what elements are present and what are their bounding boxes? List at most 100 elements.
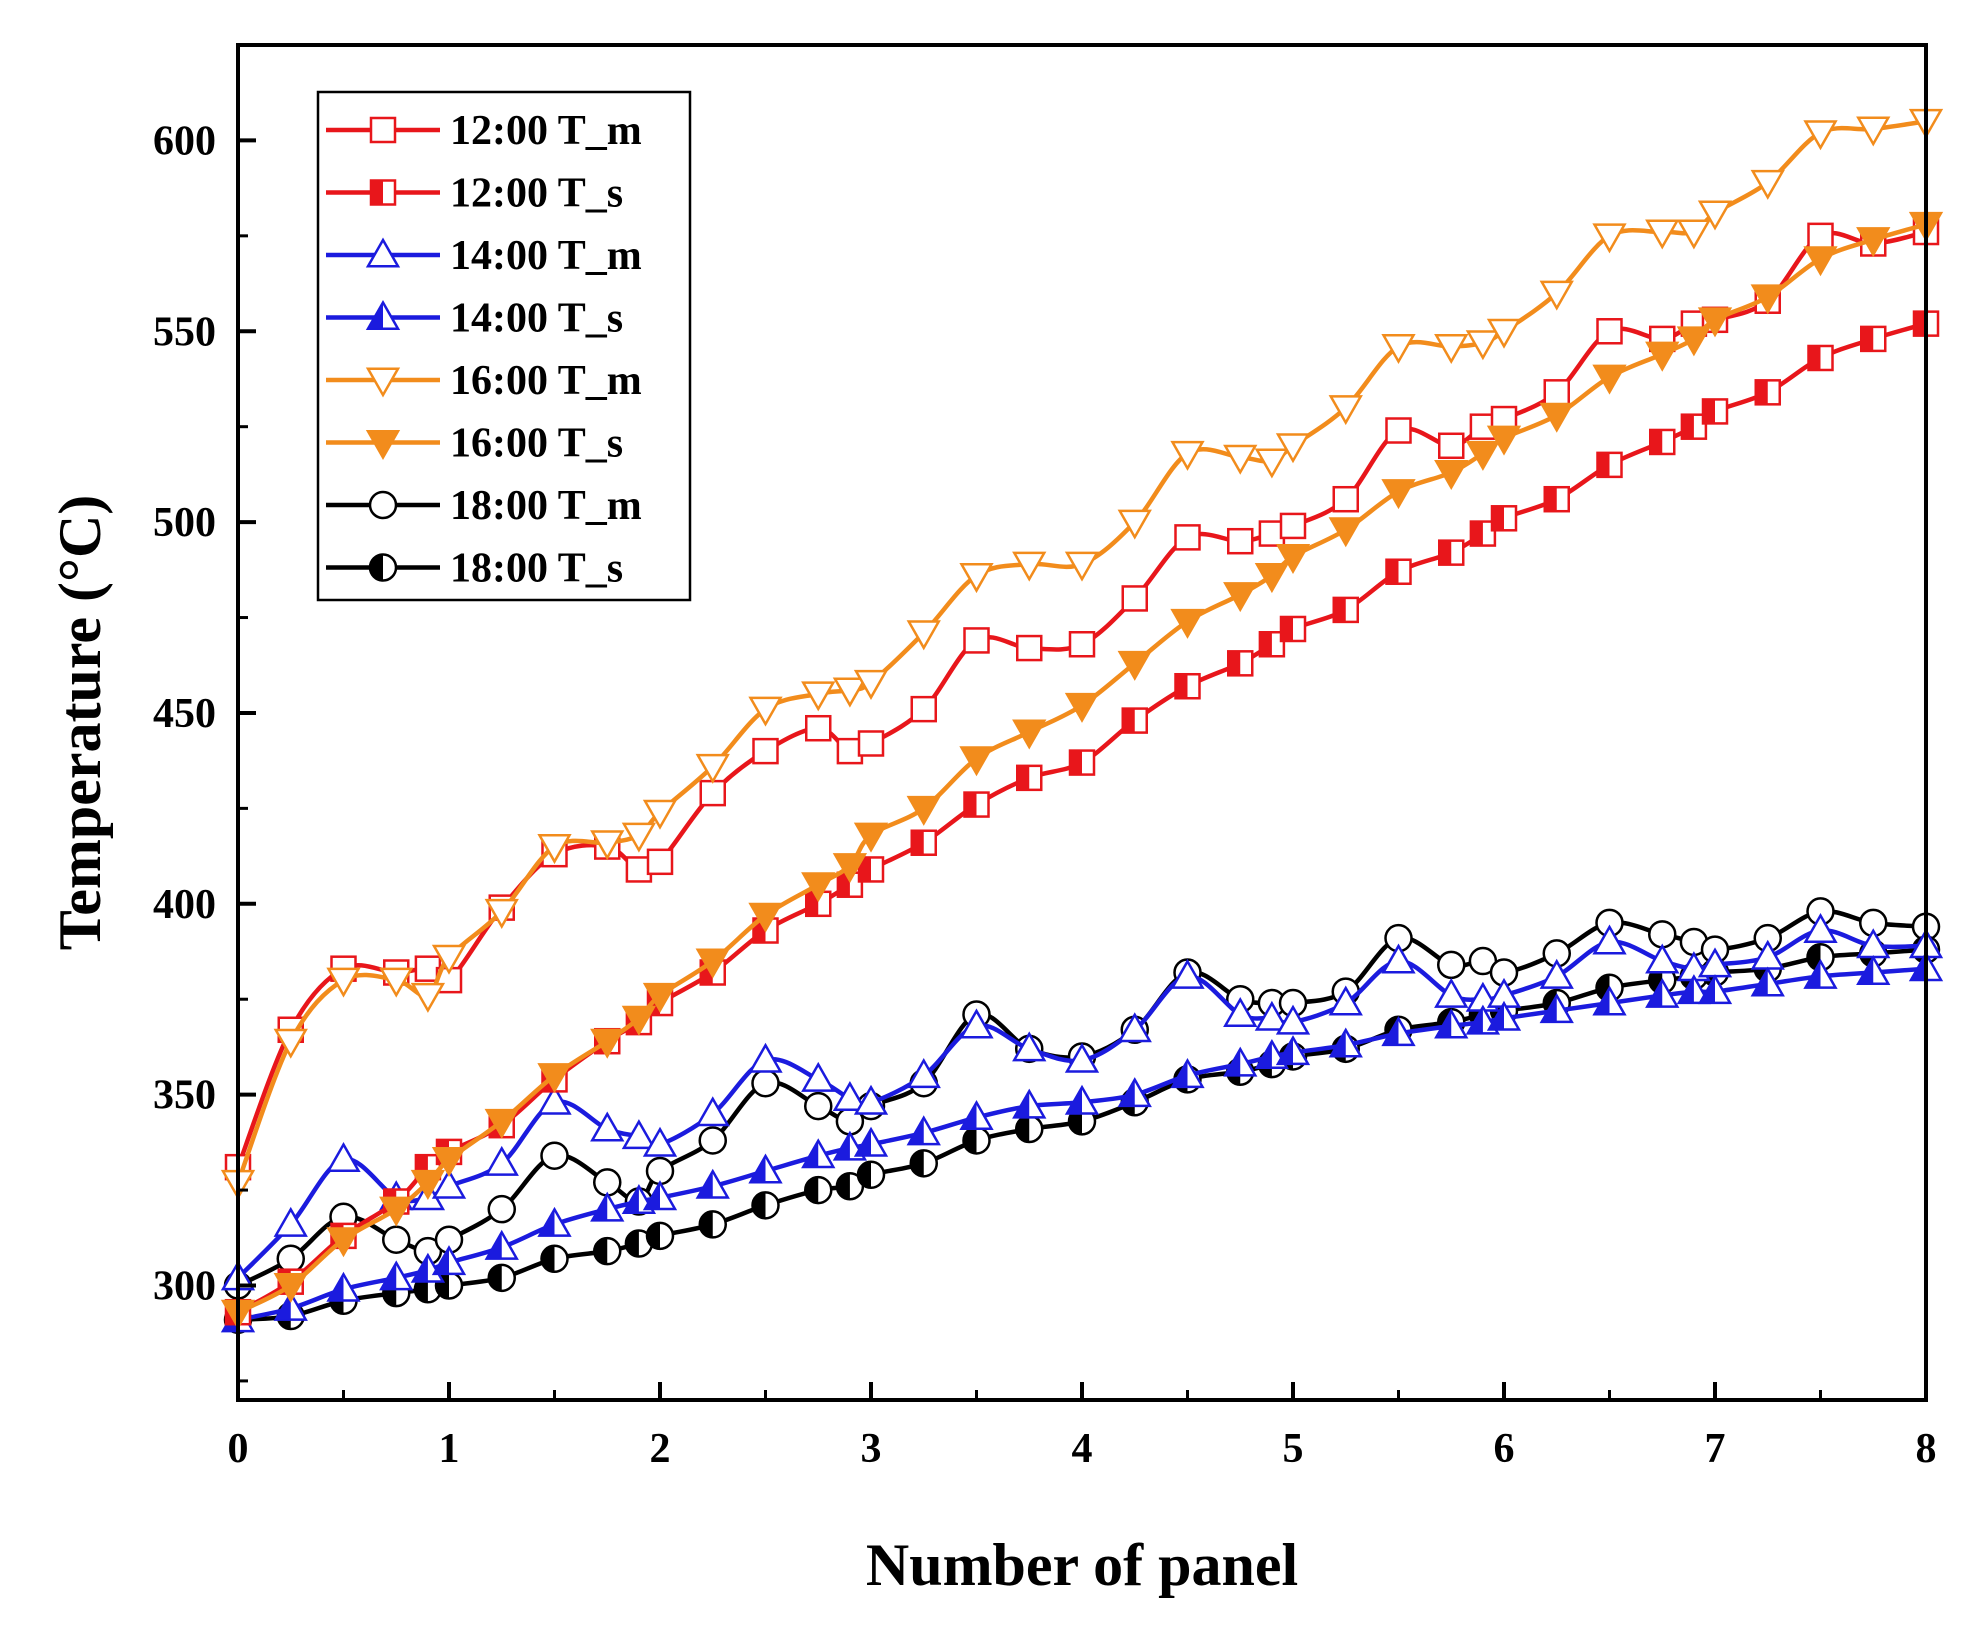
data-point	[1434, 334, 1469, 365]
data-point	[699, 779, 726, 807]
data-point	[1381, 334, 1416, 365]
data-point	[487, 1263, 516, 1293]
legend: 12:00 T_m 12:00 T_s 14:00 T_m 14:00 T_s 16:0…	[316, 90, 692, 602]
data-point	[906, 1058, 941, 1089]
data-point	[1117, 1077, 1152, 1108]
data-point	[856, 1160, 886, 1190]
data-point	[1258, 631, 1286, 658]
x-tick-label: 6	[1494, 1426, 1515, 1472]
series-16-00-t-s	[220, 211, 1944, 1330]
y-tick-label: 450	[153, 691, 216, 737]
data-point	[963, 791, 990, 818]
data-point	[1539, 993, 1574, 1024]
data-point	[540, 1244, 569, 1274]
legend-item: 18:00 T_m	[326, 483, 642, 529]
data-point	[1016, 764, 1043, 792]
data-point	[1275, 543, 1311, 574]
data-point	[1750, 284, 1785, 315]
data-point	[1856, 116, 1891, 147]
data-point	[1596, 318, 1623, 345]
data-point	[537, 1084, 572, 1115]
data-point	[748, 1153, 783, 1184]
data-point	[832, 677, 868, 708]
data-point	[959, 1008, 994, 1039]
data-point	[832, 1080, 868, 1111]
data-point	[1434, 1008, 1469, 1039]
data-point	[1279, 512, 1307, 540]
data-point	[484, 1108, 519, 1139]
data-point	[273, 1290, 308, 1321]
legend-item: 14:00 T_m	[326, 233, 642, 279]
data-point	[963, 627, 990, 654]
data-point	[1490, 505, 1518, 532]
data-point	[1465, 440, 1501, 471]
data-point	[1064, 551, 1100, 582]
data-point	[1117, 1012, 1152, 1043]
data-point	[431, 1245, 467, 1276]
data-point	[1381, 943, 1416, 974]
data-point	[857, 730, 885, 757]
data-point	[1676, 326, 1712, 357]
data-point	[379, 1260, 414, 1291]
data-point	[698, 1126, 727, 1155]
data-point	[379, 967, 414, 998]
data-point	[1486, 318, 1522, 349]
data-point	[1543, 485, 1570, 513]
data-point	[1275, 1035, 1311, 1066]
data-point	[590, 830, 625, 861]
data-point	[906, 620, 941, 651]
data-point	[1697, 200, 1733, 231]
data-point	[1170, 958, 1205, 989]
data-point	[1170, 440, 1205, 471]
data-point	[748, 1042, 783, 1073]
data-point	[906, 1115, 941, 1146]
data-point	[537, 834, 572, 865]
data-point	[1223, 996, 1258, 1027]
data-point	[431, 1168, 467, 1199]
legend-marker	[365, 237, 401, 268]
data-point	[1117, 650, 1152, 681]
legend-marker	[369, 179, 397, 206]
legend-label: 12:00 T_s	[450, 171, 623, 217]
data-point	[1645, 977, 1680, 1008]
legend-label: 16:00 T_m	[450, 358, 642, 404]
data-point	[1803, 246, 1838, 277]
data-point	[621, 822, 657, 853]
axes-layer: 0 1 2 3 4 5 6 7 8 300 350 400 450 500 550 600 Number of …	[47, 118, 1937, 1598]
data-point	[1645, 219, 1680, 250]
series-14-00-t-s	[220, 951, 1944, 1333]
data-point	[382, 1225, 411, 1254]
data-point	[832, 853, 868, 884]
data-point	[1437, 950, 1466, 980]
data-point	[1227, 527, 1254, 555]
data-point	[1328, 1027, 1363, 1058]
data-point	[853, 822, 889, 853]
data-point	[1275, 433, 1311, 464]
data-point	[642, 982, 678, 1013]
data-point	[1486, 425, 1522, 456]
data-point	[748, 902, 783, 933]
legend-item: 14:00 T_s	[326, 296, 623, 342]
data-point	[698, 1210, 727, 1239]
data-point	[1592, 223, 1627, 254]
data-point	[1381, 479, 1416, 510]
data-point	[1012, 719, 1047, 750]
y-tick-label: 400	[153, 882, 216, 928]
data-point	[801, 1138, 836, 1169]
data-point	[1012, 1088, 1047, 1119]
legend-item: 18:00 T_s	[326, 546, 623, 592]
data-point	[1223, 1046, 1258, 1077]
data-point	[804, 1091, 833, 1121]
data-point	[645, 1156, 675, 1186]
x-tick-label: 4	[1072, 1426, 1093, 1472]
data-point	[484, 1145, 519, 1176]
data-point	[1754, 379, 1781, 406]
data-point	[1856, 954, 1891, 986]
data-point	[1068, 631, 1096, 658]
legend-item: 16:00 T_m	[326, 358, 642, 404]
data-point	[748, 696, 783, 727]
data-point	[1016, 634, 1043, 662]
data-point	[642, 799, 678, 830]
data-point	[1539, 402, 1574, 433]
data-point	[857, 856, 885, 883]
